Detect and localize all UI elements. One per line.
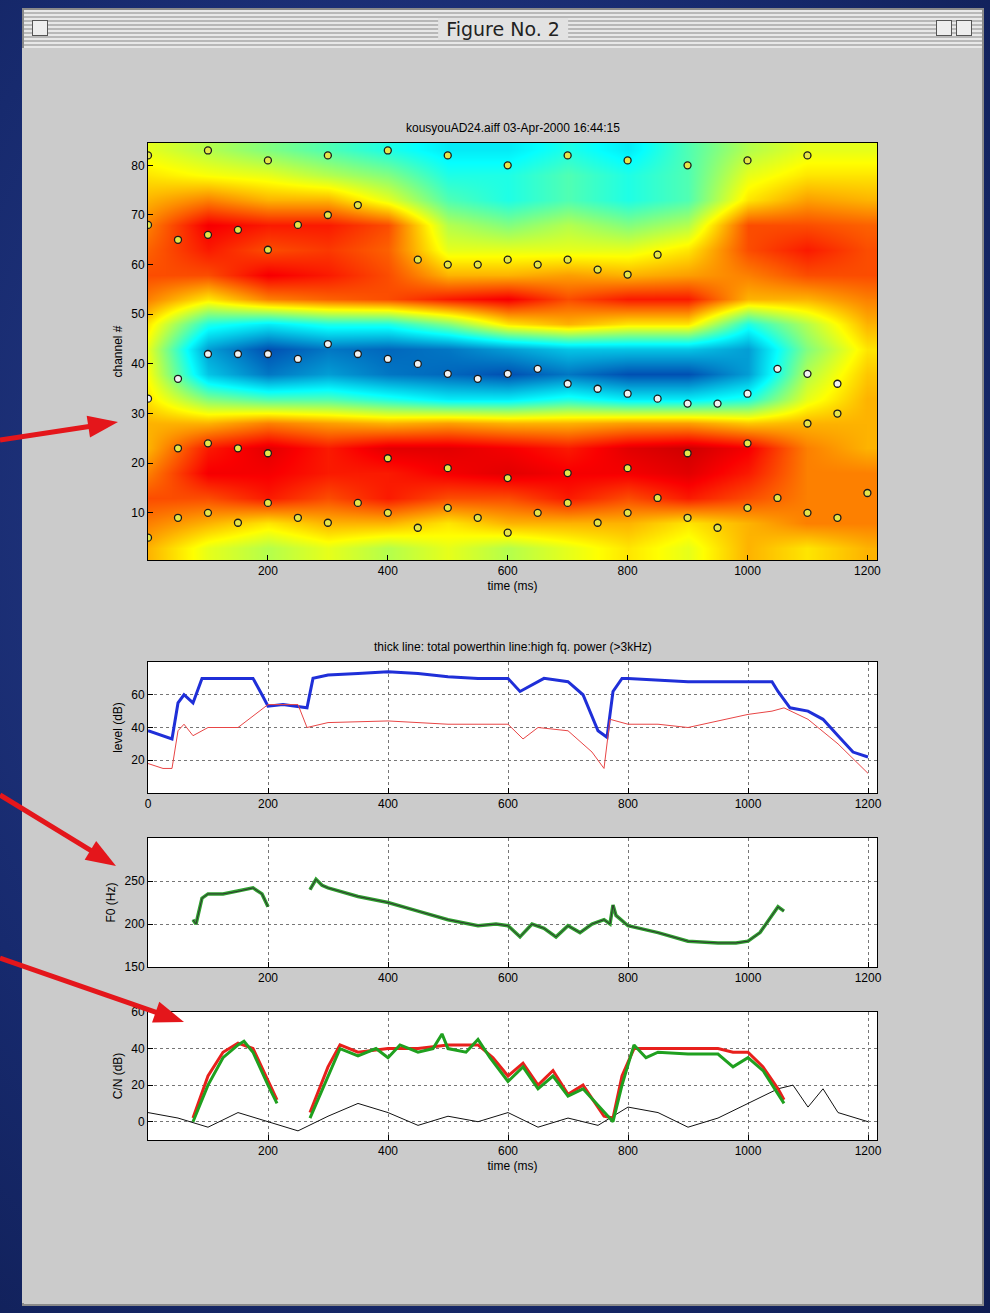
svg-text:0: 0: [145, 797, 152, 811]
svg-text:40: 40: [131, 721, 145, 735]
svg-text:800: 800: [618, 797, 638, 811]
svg-text:80: 80: [131, 159, 145, 173]
svg-text:200: 200: [258, 1144, 278, 1158]
html-text:Figure No. 2: Figure No. 2: [446, 18, 560, 40]
svg-text:800: 800: [618, 564, 638, 578]
svg-text:thick line: total powerthin li: thick line: total powerthin line:high fq…: [374, 640, 652, 654]
svg-text:40: 40: [131, 357, 145, 371]
svg-text:600: 600: [498, 797, 518, 811]
svg-text:50: 50: [131, 307, 145, 321]
svg-text:400: 400: [378, 564, 398, 578]
svg-text:200: 200: [258, 564, 278, 578]
svg-text:60: 60: [131, 688, 145, 702]
svg-text:200: 200: [258, 971, 278, 985]
svg-text:150: 150: [125, 960, 145, 974]
svg-text:600: 600: [498, 971, 518, 985]
svg-text:30: 30: [131, 407, 145, 421]
svg-text:1200: 1200: [855, 1144, 882, 1158]
svg-text:200: 200: [125, 917, 145, 931]
svg-text:F0 (Hz): F0 (Hz): [104, 883, 118, 923]
svg-text:kousyouAD24.aiff 03-Apr-2000 1: kousyouAD24.aiff 03-Apr-2000 16:44:15: [406, 121, 620, 135]
svg-text:time (ms): time (ms): [488, 1159, 538, 1173]
svg-text:1200: 1200: [855, 971, 882, 985]
svg-text:800: 800: [618, 971, 638, 985]
svg-text:200: 200: [258, 797, 278, 811]
svg-text:250: 250: [125, 874, 145, 888]
svg-text:400: 400: [378, 971, 398, 985]
svg-text:800: 800: [618, 1144, 638, 1158]
svg-text:0: 0: [138, 1115, 145, 1129]
svg-text:1200: 1200: [854, 564, 881, 578]
svg-text:20: 20: [131, 456, 145, 470]
svg-text:400: 400: [378, 1144, 398, 1158]
svg-text:1000: 1000: [734, 564, 761, 578]
svg-text:20: 20: [131, 753, 145, 767]
svg-text:C/N (dB): C/N (dB): [111, 1053, 125, 1100]
svg-text:channel #: channel #: [111, 325, 125, 377]
svg-text:1000: 1000: [735, 1144, 762, 1158]
svg-text:60: 60: [131, 1005, 145, 1019]
svg-text:1200: 1200: [855, 797, 882, 811]
svg-text:1000: 1000: [735, 971, 762, 985]
svg-text:1000: 1000: [735, 797, 762, 811]
svg-text:600: 600: [498, 564, 518, 578]
svg-text:level (dB): level (dB): [111, 702, 125, 753]
svg-text:600: 600: [498, 1144, 518, 1158]
svg-text:10: 10: [131, 506, 145, 520]
svg-text:70: 70: [131, 208, 145, 222]
svg-text:40: 40: [131, 1042, 145, 1056]
svg-text:60: 60: [131, 258, 145, 272]
svg-text:400: 400: [378, 797, 398, 811]
svg-text:time (ms): time (ms): [488, 579, 538, 593]
svg-text:20: 20: [131, 1078, 145, 1092]
